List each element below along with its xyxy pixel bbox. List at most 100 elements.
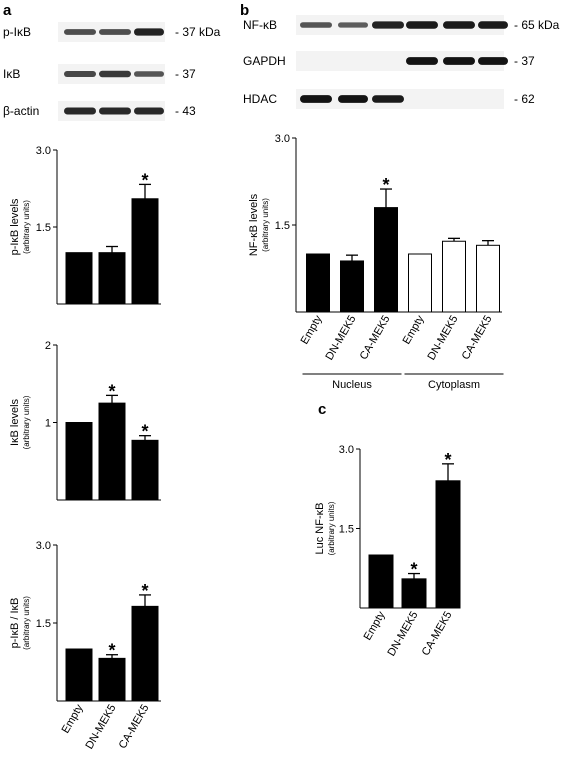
- blot-band: [478, 57, 508, 65]
- category-label: CA-MEK5: [420, 610, 455, 658]
- category-label: CA-MEK5: [460, 314, 495, 362]
- category-label: Empty: [362, 609, 388, 642]
- category-label: Empty: [60, 702, 86, 735]
- blot-band: [338, 95, 368, 103]
- y-tick-label: 3.0: [275, 133, 290, 145]
- blot-band: [64, 71, 96, 77]
- y-tick-label: 3.0: [36, 540, 51, 552]
- significance-asterisk: *: [141, 422, 148, 442]
- category-label: DN-MEK5: [83, 703, 118, 752]
- bar: [98, 657, 126, 702]
- y-axis-unit: (arbitrary units): [22, 200, 31, 254]
- y-tick-label: 3.0: [36, 145, 51, 157]
- blot-band: [64, 107, 96, 115]
- category-label: DN-MEK5: [425, 314, 460, 363]
- bar: [306, 253, 330, 313]
- blot-band: [372, 95, 404, 103]
- y-axis-label: NF-κB levels: [248, 193, 260, 256]
- y-axis-label: Luc NF-κB: [314, 503, 326, 555]
- y-tick-label: 1.5: [36, 222, 51, 234]
- category-label: Empty: [401, 313, 427, 346]
- blot-band: [99, 29, 131, 35]
- blot-band: [134, 71, 164, 77]
- category-label: Empty: [299, 313, 325, 346]
- group-label: Cytoplasm: [428, 379, 480, 391]
- blot-label: NF-κB: [243, 18, 277, 32]
- blot-label: β-actin: [3, 104, 39, 118]
- blot-band: [300, 95, 332, 103]
- bar: [65, 422, 93, 501]
- blot-band: [64, 29, 96, 35]
- y-axis-unit: (arbitrary units): [327, 501, 336, 555]
- bar: [374, 207, 398, 313]
- blot-band: [372, 21, 404, 29]
- bar: [368, 554, 394, 609]
- significance-asterisk: *: [141, 581, 148, 601]
- bar: [131, 439, 159, 501]
- molecular-weight-label: - 37 kDa: [175, 25, 221, 39]
- bar: [476, 244, 500, 313]
- molecular-weight-label: - 37: [514, 54, 535, 68]
- blot-label: HDAC: [243, 92, 277, 106]
- molecular-weight-label: - 65 kDa: [514, 18, 560, 32]
- panel-letter-a: a: [3, 2, 12, 19]
- significance-asterisk: *: [108, 641, 115, 661]
- bar: [65, 252, 93, 305]
- bar: [98, 252, 126, 305]
- molecular-weight-label: - 43: [175, 104, 196, 118]
- category-label: DN-MEK5: [385, 610, 420, 659]
- significance-asterisk: *: [382, 175, 389, 195]
- chart-ikb: 1 2 IκB levels (arbitrary units) * *: [9, 340, 161, 501]
- y-axis-unit: (arbitrary units): [22, 395, 31, 449]
- western-blot-b: NF-κB - 65 kDa GAPDH - 37 HDAC - 62: [243, 15, 560, 109]
- blot-band: [443, 57, 475, 65]
- y-axis-label: p-IκB levels: [9, 198, 21, 255]
- y-axis-unit: (arbitrary units): [261, 198, 270, 252]
- group-label: Nucleus: [332, 379, 372, 391]
- bar: [442, 240, 466, 313]
- blot-band: [406, 57, 438, 65]
- blot-band: [134, 28, 164, 36]
- blot-band: [443, 21, 475, 29]
- bar: [340, 260, 364, 313]
- y-tick-label: 1.5: [339, 524, 354, 536]
- significance-asterisk: *: [410, 560, 417, 580]
- y-tick-label: 3.0: [339, 444, 354, 456]
- bar: [401, 578, 427, 609]
- blot-label: IκB: [3, 67, 20, 81]
- bar: [65, 648, 93, 702]
- chart-nf-kb-levels: 1.5 3.0 NF-κB levels (arbitrary units) Empty…: [248, 133, 504, 391]
- panel-letter-b: b: [240, 2, 249, 19]
- significance-asterisk: *: [108, 381, 115, 401]
- y-axis-label: p-IκB / IκB: [9, 598, 21, 649]
- blot-label: GAPDH: [243, 54, 286, 68]
- significance-asterisk: *: [444, 450, 451, 470]
- chart-p-ikb: 1.5 3.0 p-IκB levels (arbitrary units) *: [9, 145, 161, 305]
- y-tick-label: 2: [45, 340, 51, 352]
- bar: [408, 253, 432, 313]
- category-label: DN-MEK5: [323, 314, 358, 363]
- y-axis-label: IκB levels: [9, 398, 21, 446]
- category-label: CA-MEK5: [117, 703, 152, 751]
- y-tick-label: 1.5: [36, 618, 51, 630]
- western-blot-a: p-IκB - 37 kDa IκB - 37 β-actin - 43: [3, 22, 221, 121]
- bar: [435, 480, 461, 609]
- bar: [131, 605, 159, 702]
- y-tick-label: 1.5: [275, 220, 290, 232]
- panel-letter-c: c: [318, 401, 326, 418]
- y-axis-unit: (arbitrary units): [22, 596, 31, 650]
- blot-label: p-IκB: [3, 25, 31, 39]
- blot-band: [406, 21, 438, 29]
- blot-band: [134, 107, 164, 115]
- bar: [131, 198, 159, 305]
- category-label: CA-MEK5: [358, 314, 393, 362]
- blot-strip: [296, 51, 504, 71]
- chart-p-ikb-ratio: 1.5 3.0 p-IκB / IκB (arbitrary units) Empty *…: [9, 540, 161, 751]
- bar: [98, 402, 126, 501]
- molecular-weight-label: - 37: [175, 67, 196, 81]
- chart-luc-nf-kb: 1.5 3.0 Luc NF-κB (arbitrary units) Empty * DN…: [314, 444, 461, 659]
- blot-band: [99, 107, 131, 115]
- blot-band: [99, 70, 131, 78]
- blot-band: [300, 22, 332, 28]
